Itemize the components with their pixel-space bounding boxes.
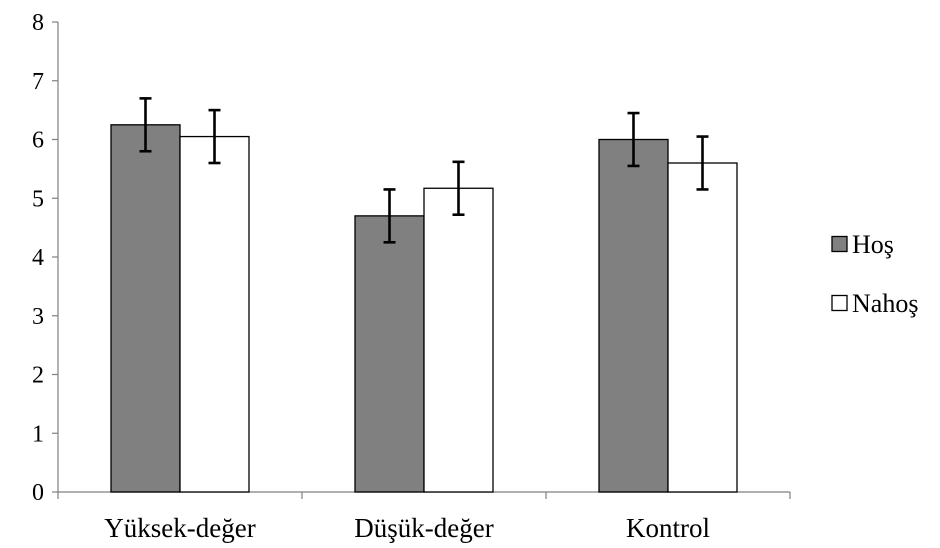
error-bars (139, 97, 709, 244)
y-tick-label: 0 (32, 480, 44, 506)
bar-nahos-dusuk-deger (423, 187, 494, 493)
y-tick-label: 5 (32, 186, 44, 212)
legend-item-nahos: Nahoş (831, 289, 918, 318)
error-bar-hos-kontrol (627, 111, 640, 168)
legend-label: Nahoş (852, 289, 918, 318)
x-axis (57, 491, 791, 499)
bars (110, 124, 738, 493)
y-axis: 0 1 2 3 4 5 6 7 8 (32, 10, 59, 506)
y-tick-label: 1 (32, 421, 44, 447)
y-tick-label: 8 (32, 10, 44, 36)
error-bar-nahos-yuksek-deger (208, 108, 221, 165)
bar-hos-yuksek-deger (110, 124, 181, 493)
bar-hos-kontrol (598, 138, 669, 493)
y-tick-label: 2 (32, 363, 44, 389)
bar-hos-dusuk-deger (354, 215, 425, 493)
error-bar-hos-dusuk-deger (383, 188, 396, 244)
category-label-kontrol: Kontrol (626, 513, 710, 543)
category-labels: Yüksek-değer Düşük-değer Kontrol (104, 513, 710, 543)
bar-nahos-kontrol (667, 162, 738, 493)
category-label-yuksek-deger: Yüksek-değer (104, 513, 255, 543)
legend: Hoş Nahoş (831, 230, 918, 318)
bar-nahos-yuksek-deger (179, 135, 250, 493)
y-tick-label: 7 (32, 69, 44, 95)
legend-item-hos: Hoş (831, 230, 894, 259)
error-bar-nahos-kontrol (696, 135, 709, 191)
category-label-dusuk-deger: Düşük-değer (354, 513, 493, 543)
legend-label: Hoş (852, 230, 894, 259)
y-tick-label: 4 (32, 245, 44, 271)
error-bar-nahos-dusuk-deger (452, 160, 465, 216)
legend-swatch (831, 294, 848, 312)
error-bar-hos-yuksek-deger (139, 97, 152, 153)
legend-swatch (831, 235, 848, 253)
y-tick-label: 6 (32, 128, 44, 154)
y-tick-label: 3 (32, 304, 44, 330)
